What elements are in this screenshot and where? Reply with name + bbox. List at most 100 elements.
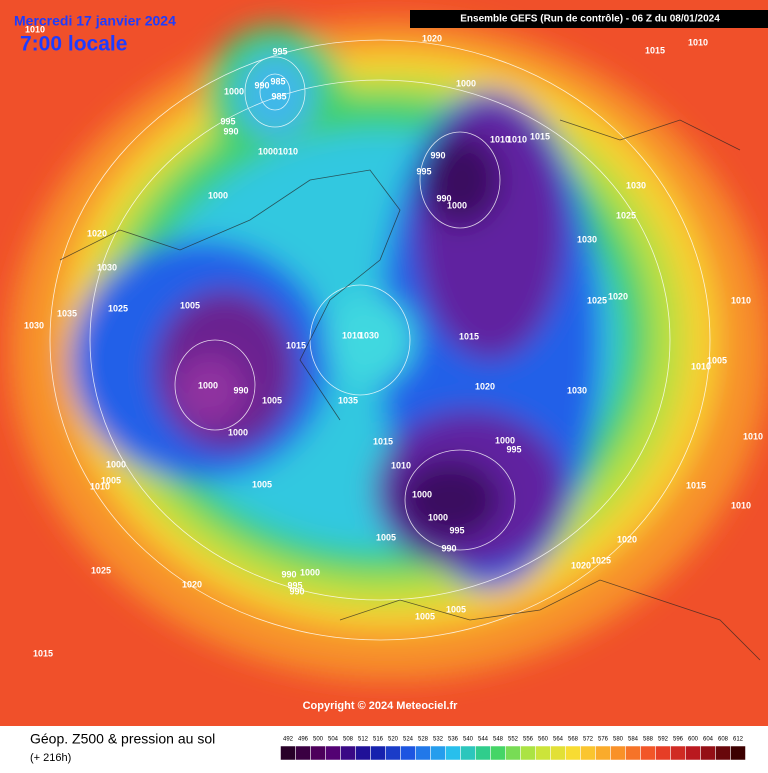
- legend-label: 576: [598, 737, 609, 743]
- pressure-label: 985: [270, 76, 285, 86]
- pressure-label: 1000: [456, 78, 476, 88]
- date: Mercredi 17 janvier 2024: [14, 13, 176, 29]
- time: 7:00 locale: [20, 33, 127, 56]
- pressure-label: 995: [272, 46, 287, 56]
- pressure-label: 1005: [446, 604, 466, 614]
- legend-swatch: [655, 745, 671, 761]
- legend-swatch: [415, 745, 431, 761]
- pressure-label: 1005: [262, 395, 282, 405]
- legend-label: 588: [643, 737, 654, 743]
- footer-title: Géop. Z500 & pression au sol: [30, 731, 215, 747]
- legend-label: 584: [628, 737, 639, 743]
- legend-swatch: [610, 745, 626, 761]
- legend-label: 544: [478, 737, 489, 743]
- pressure-label: 1000: [198, 380, 218, 390]
- pressure-label: 1015: [530, 131, 550, 141]
- legend-label: 504: [328, 737, 339, 743]
- legend-swatch: [715, 745, 731, 761]
- pressure-label: 1010: [342, 330, 362, 340]
- pressure-label: 1015: [373, 436, 393, 446]
- legend-label: 596: [673, 737, 684, 743]
- pressure-label: 1005: [101, 475, 121, 485]
- pressure-label: 1025: [91, 565, 111, 575]
- pressure-label: 1010: [731, 500, 751, 510]
- legend-swatch: [385, 745, 401, 761]
- pressure-label: 990: [281, 569, 296, 579]
- pressure-label: 1010: [25, 24, 45, 34]
- legend-swatch: [685, 745, 701, 761]
- legend-swatch: [700, 745, 716, 761]
- pressure-label: 1020: [571, 560, 591, 570]
- legend: 492 496 500 504 508 512 516 520 524 528 532 536 540 5…: [280, 737, 746, 761]
- legend-swatch: [475, 745, 491, 761]
- legend-label: 528: [418, 737, 429, 743]
- legend-swatch: [640, 745, 656, 761]
- pressure-label: 1025: [591, 555, 611, 565]
- pressure-label: 1030: [97, 262, 117, 272]
- pressure-label: 1010: [743, 431, 763, 441]
- legend-swatch: [430, 745, 446, 761]
- legend-swatch: [280, 745, 296, 761]
- pressure-label: 1025: [616, 210, 636, 220]
- legend-swatch: [550, 745, 566, 761]
- legend-label: 512: [358, 737, 369, 743]
- pressure-label: 1030: [577, 234, 597, 244]
- pressure-label: 1000: [300, 567, 320, 577]
- legend-label: 520: [388, 737, 399, 743]
- legend-label: 536: [448, 737, 459, 743]
- footer-subtitle: (+ 216h): [30, 752, 71, 764]
- pressure-label: 1000: [495, 435, 515, 445]
- pressure-label: 1020: [475, 381, 495, 391]
- pressure-label: 1000: [258, 146, 278, 156]
- legend-swatch: [565, 745, 581, 761]
- legend-swatch: [670, 745, 686, 761]
- legend-label: 492: [283, 737, 294, 743]
- pressure-label: 1020: [608, 291, 628, 301]
- pressure-label: 985: [271, 91, 286, 101]
- legend-label: 552: [508, 737, 519, 743]
- pressure-label: 1000: [224, 86, 244, 96]
- pressure-label: 1025: [108, 303, 128, 313]
- legend-label: 548: [493, 737, 504, 743]
- pressure-label: 1005: [180, 300, 200, 310]
- legend-label: 496: [298, 737, 309, 743]
- legend-swatch: [490, 745, 506, 761]
- legend-swatch: [340, 745, 356, 761]
- pressure-label: 1000: [428, 512, 448, 522]
- pressure-labels: 1010995985990985100099599010201015101010…: [24, 24, 763, 658]
- pressure-label: 1035: [57, 308, 77, 318]
- legend-swatch: [400, 745, 416, 761]
- legend-swatch: [505, 745, 521, 761]
- pressure-label: 1000: [208, 190, 228, 200]
- pressure-label: 1005: [415, 611, 435, 621]
- pressure-label: 1015: [33, 648, 53, 658]
- pressure-label: 1020: [182, 579, 202, 589]
- pressure-label: 990: [233, 385, 248, 395]
- pressure-label: 995: [220, 116, 235, 126]
- pressure-label: 1010: [691, 361, 711, 371]
- pressure-label: 990: [289, 586, 304, 596]
- pressure-label: 1010: [278, 146, 298, 156]
- legend-swatch: [325, 745, 341, 761]
- legend-label: 612: [733, 737, 744, 743]
- pressure-label: 1015: [645, 45, 665, 55]
- pressure-label: 1030: [359, 330, 379, 340]
- legend-label: 532: [433, 737, 444, 743]
- pressure-label: 1035: [338, 395, 358, 405]
- pressure-label: 1015: [459, 331, 479, 341]
- run-info: Ensemble GEFS (Run de contrôle) - 06 Z d…: [460, 14, 720, 25]
- legend-label: 560: [538, 737, 549, 743]
- pressure-label: 990: [441, 543, 456, 553]
- pressure-label: 1010: [391, 460, 411, 470]
- legend-label: 592: [658, 737, 669, 743]
- pressure-label: 1010: [490, 134, 510, 144]
- pressure-label: 995: [287, 580, 302, 590]
- height-field: [0, 0, 768, 726]
- legend-label: 516: [373, 737, 384, 743]
- pressure-label: 1005: [707, 355, 727, 365]
- legend-label: 580: [613, 737, 624, 743]
- pressure-label: 1005: [252, 479, 272, 489]
- legend-label: 524: [403, 737, 414, 743]
- pressure-label: 1000: [412, 489, 432, 499]
